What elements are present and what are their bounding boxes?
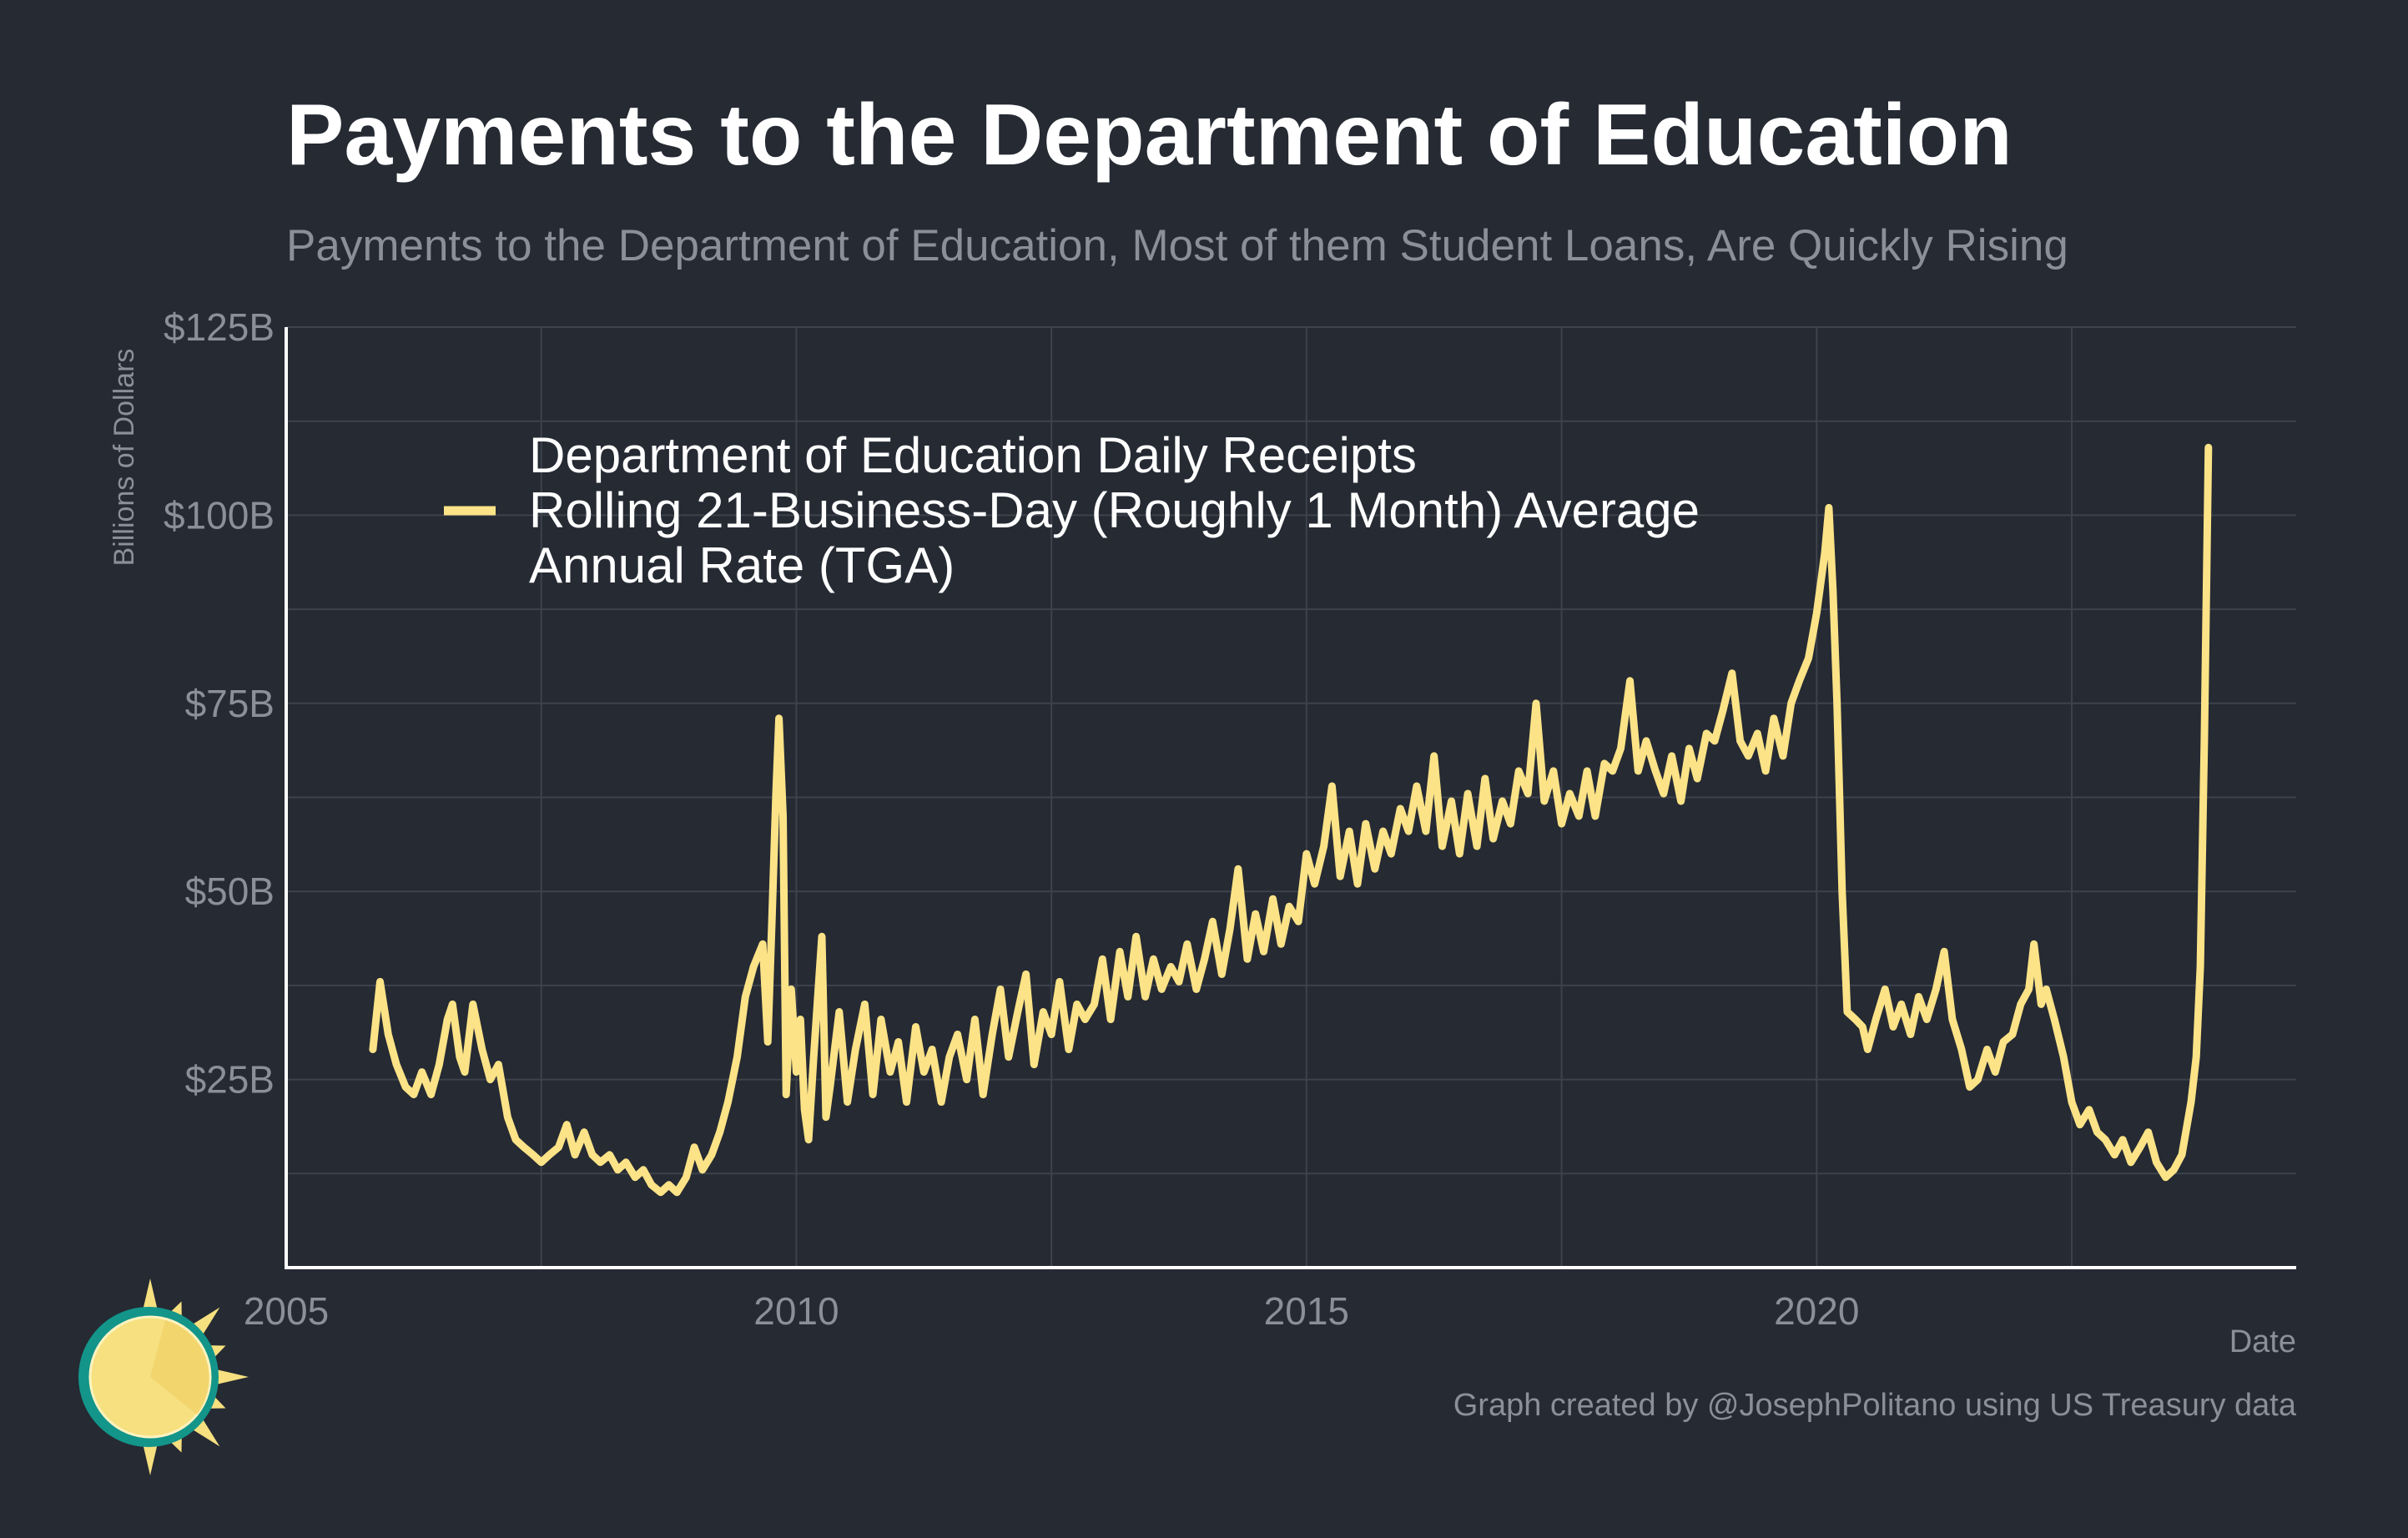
x-tick-label: 2010 [753,1289,839,1333]
source-caption: Graph created by @JosephPolitano using U… [1453,1388,2296,1423]
series-layer [369,443,2213,1197]
sun-logo-icon [78,1278,249,1475]
axis-ticks: $25B $50B $75B $100B $125B 2005 2010 2015 2020 [164,305,1859,1333]
y-axis-label: Billions of Dollars [108,349,140,567]
series-line [369,443,2213,1197]
sun-ray [142,1278,159,1314]
y-tick-label: $25B [185,1058,275,1102]
legend: Department of Education Daily Receipts Ro… [444,427,1700,593]
chart-title: Payments to the Department of Education [286,87,2013,184]
y-tick-label: $125B [164,305,275,349]
chart-subtitle: Payments to the Department of Education,… [286,221,2068,270]
x-axis-label: Date [2229,1324,2296,1359]
y-tick-label: $75B [185,682,275,725]
x-tick-label: 2005 [244,1289,329,1333]
logo-clock-hand [150,1320,209,1414]
sun-ray [142,1440,159,1475]
y-tick-label: $100B [164,493,275,537]
sun-ray [213,1369,249,1385]
x-tick-label: 2020 [1774,1289,1859,1333]
axes [285,327,2296,1269]
y-tick-label: $50B [185,870,275,913]
x-tick-label: 2015 [1264,1289,1349,1333]
legend-label: Department of Education Daily Receipts Ro… [529,427,1700,593]
